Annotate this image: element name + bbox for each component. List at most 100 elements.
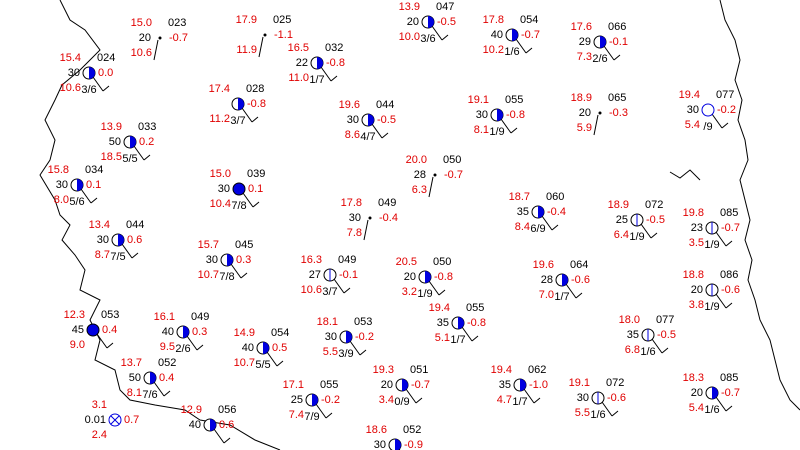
station-dot bbox=[158, 36, 162, 40]
temperature: 19.6 bbox=[339, 99, 360, 111]
pressure-tendency: 0.6 bbox=[127, 234, 142, 246]
wind-barb bbox=[725, 302, 733, 309]
dew-point: 8.7 bbox=[95, 249, 110, 261]
temperature: 19.4 bbox=[491, 364, 512, 376]
dew-point: 3.2 bbox=[402, 286, 417, 298]
station-fill bbox=[312, 394, 318, 406]
dew-point: 5.1 bbox=[435, 332, 450, 344]
pressure: 50 bbox=[129, 372, 141, 384]
station-fill bbox=[238, 98, 244, 110]
temperature: 19.1 bbox=[468, 94, 489, 106]
cloud-cover: 0/9 bbox=[394, 396, 409, 408]
pressure-tendency: 0.4 bbox=[102, 324, 117, 336]
temperature: 19.1 bbox=[569, 377, 590, 389]
wind-barb bbox=[428, 176, 434, 198]
station-fill bbox=[600, 36, 606, 48]
pressure-tendency: 0.4 bbox=[159, 372, 174, 384]
border bbox=[669, 169, 701, 181]
station-id: 056 bbox=[218, 404, 236, 416]
pressure-tendency: -1.0 bbox=[529, 379, 548, 391]
station-circle bbox=[701, 103, 715, 117]
wind-barb bbox=[80, 188, 92, 204]
temperature: 18.8 bbox=[683, 269, 704, 281]
dew-point: 8.4 bbox=[515, 221, 530, 233]
station-id: 049 bbox=[191, 311, 209, 323]
pressure-tendency: -0.1 bbox=[339, 269, 358, 281]
cloud-cover: 1/9 bbox=[489, 126, 504, 138]
dew-point: 7.4 bbox=[289, 409, 304, 421]
dew-point: 7.0 bbox=[539, 289, 554, 301]
station-id: 028 bbox=[246, 83, 264, 95]
station-dot bbox=[368, 216, 372, 220]
temperature: 13.9 bbox=[399, 1, 420, 13]
temperature: 13.4 bbox=[89, 219, 110, 231]
wind-barb bbox=[153, 381, 165, 397]
temperature: 18.3 bbox=[683, 372, 704, 384]
pressure-tendency: -0.6 bbox=[607, 392, 626, 404]
station-id: 055 bbox=[320, 379, 338, 391]
temperature: 19.4 bbox=[679, 89, 700, 101]
pressure: 20 bbox=[407, 16, 419, 28]
pressure: 20 bbox=[381, 379, 393, 391]
cloud-cover: 3/6 bbox=[81, 84, 96, 96]
wind-barb bbox=[330, 75, 338, 82]
wind-barb bbox=[333, 278, 345, 294]
pressure: 20 bbox=[139, 32, 151, 44]
cloud-cover: 1/7 bbox=[512, 396, 527, 408]
dew-point: 10.6 bbox=[301, 284, 322, 296]
pressure: 40 bbox=[189, 419, 201, 431]
station-fill bbox=[118, 234, 124, 246]
pressure-tendency: 0.3 bbox=[192, 326, 207, 338]
cloud-cover: /9 bbox=[703, 121, 712, 133]
dew-point: 9.0 bbox=[70, 339, 85, 351]
station-id: 049 bbox=[378, 197, 396, 209]
cloud-cover: 7/6 bbox=[142, 389, 157, 401]
station-fill bbox=[317, 57, 323, 69]
station-id: 039 bbox=[247, 168, 265, 180]
dew-point: 3.8 bbox=[689, 299, 704, 311]
dew-point: 3.5 bbox=[689, 237, 704, 249]
station-dot bbox=[433, 173, 437, 177]
temperature: 20.0 bbox=[406, 154, 427, 166]
wind-barb bbox=[266, 351, 278, 367]
wind-barb bbox=[515, 38, 527, 54]
wind-barb bbox=[575, 292, 583, 299]
cloud-cover: 2/6 bbox=[592, 53, 607, 65]
dew-point: 8.1 bbox=[127, 387, 142, 399]
dew-point: 6.8 bbox=[625, 344, 640, 356]
cloud-cover: 5/5 bbox=[122, 153, 137, 165]
cloud-cover: 3/6 bbox=[420, 33, 435, 45]
station-id: 050 bbox=[433, 256, 451, 268]
station-fill bbox=[210, 419, 216, 431]
wind-barb bbox=[349, 340, 361, 356]
dew-point: 10.7 bbox=[234, 357, 255, 369]
pressure-tendency: -0.7 bbox=[444, 169, 463, 181]
pressure: 50 bbox=[109, 136, 121, 148]
pressure-tendency: 0.0 bbox=[98, 67, 113, 79]
wind-barb bbox=[500, 118, 512, 134]
wind-barb bbox=[276, 360, 284, 367]
station-fill bbox=[458, 317, 464, 329]
pressure: 27 bbox=[309, 269, 321, 281]
station-fill bbox=[227, 254, 233, 266]
wind-barb bbox=[725, 240, 733, 247]
station-cross bbox=[110, 415, 120, 425]
pressure-tendency: -0.7 bbox=[721, 387, 740, 399]
wind-barb bbox=[471, 335, 479, 342]
wind-barb bbox=[90, 197, 98, 204]
dew-point: 11.0 bbox=[288, 72, 309, 84]
station-id: 052 bbox=[403, 424, 421, 436]
station-id: 077 bbox=[656, 314, 674, 326]
temperature: 17.9 bbox=[236, 14, 257, 26]
temperature: 18.0 bbox=[619, 314, 640, 326]
station-fill bbox=[425, 271, 431, 283]
pressure-tendency: -0.7 bbox=[521, 29, 540, 41]
pressure: 22 bbox=[296, 57, 308, 69]
station-id: 052 bbox=[158, 357, 176, 369]
pressure: 30 bbox=[374, 439, 386, 450]
pressure: 0.01 bbox=[85, 414, 106, 426]
pressure: 30 bbox=[218, 183, 230, 195]
pressure: 20 bbox=[579, 107, 591, 119]
dew-point: 10.6 bbox=[131, 47, 152, 59]
